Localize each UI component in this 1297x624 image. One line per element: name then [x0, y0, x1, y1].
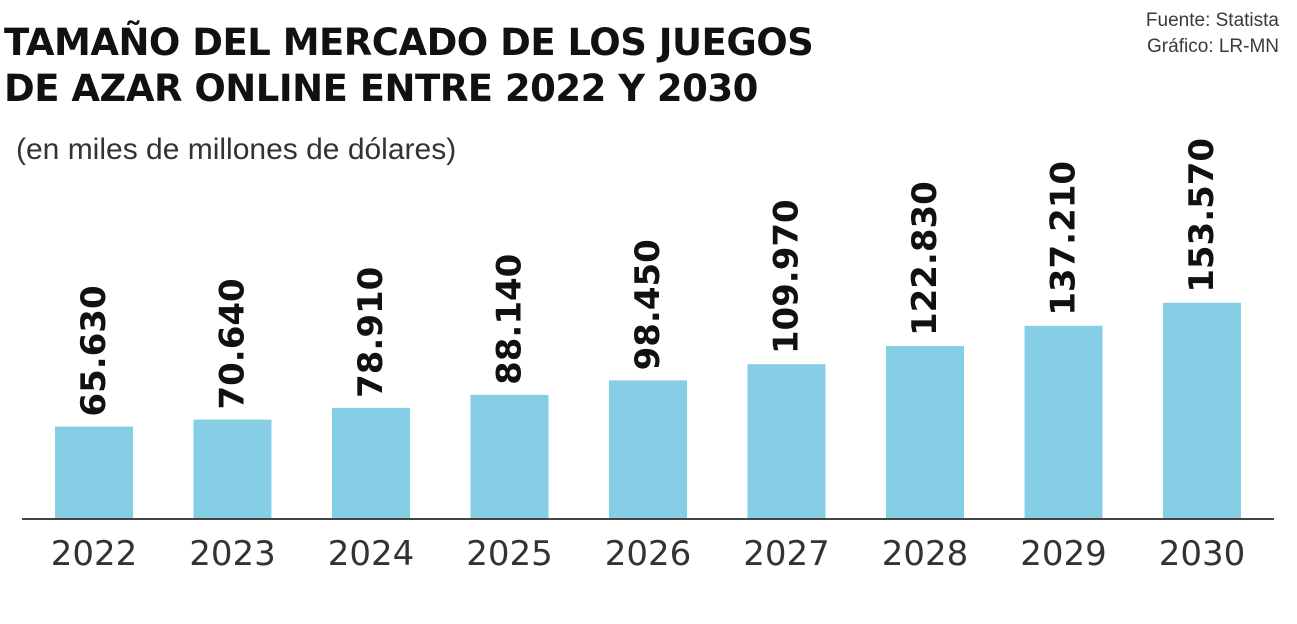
credit-label: Gráfico: LR-MN — [1147, 36, 1279, 57]
value-label-2029: 137.210 — [1044, 161, 1084, 316]
bar-2025 — [470, 394, 549, 519]
x-tick-labels-group: 2022 2023 2024 2025 2026 2027 2028 2029 2030 — [51, 534, 1246, 574]
x-tick-label-2023: 2023 — [189, 534, 276, 574]
value-label-2024: 78.910 — [351, 267, 391, 398]
bar-2023 — [193, 419, 272, 519]
value-label-2027: 109.970 — [767, 199, 807, 354]
value-label-2022: 65.630 — [74, 285, 114, 416]
bar-2024 — [332, 407, 410, 519]
bar-2022 — [55, 426, 133, 519]
bar-2028 — [886, 346, 964, 519]
value-label-2028: 122.830 — [905, 181, 945, 336]
x-tick-label-2029: 2029 — [1020, 534, 1107, 574]
value-label-2023: 70.640 — [213, 278, 253, 409]
chart-subtitle: (en miles de millones de dólares) — [16, 133, 457, 166]
bars-group — [55, 302, 1241, 519]
x-tick-label-2025: 2025 — [466, 534, 553, 574]
chart-title: TAMAÑO DEL MERCADO DE LOS JUEGOS DE AZAR… — [4, 20, 814, 112]
bar-2027 — [747, 364, 826, 519]
source-label: Fuente: Statista — [1145, 10, 1279, 31]
bar-2030 — [1163, 302, 1241, 519]
chart-title-line-2: DE AZAR ONLINE ENTRE 2022 Y 2030 — [4, 67, 758, 110]
value-label-2030: 153.570 — [1182, 138, 1222, 293]
x-tick-label-2026: 2026 — [605, 534, 692, 574]
x-tick-label-2022: 2022 — [51, 534, 138, 574]
value-labels-group: 65.630 70.640 78.910 88.140 98.450 109.970 122… — [74, 138, 1222, 417]
value-label-2025: 88.140 — [490, 254, 530, 385]
x-tick-label-2024: 2024 — [328, 534, 415, 574]
source-credits: Fuente: Statista Gráfico: LR-MN — [1146, 8, 1279, 60]
x-tick-label-2028: 2028 — [882, 534, 969, 574]
x-tick-label-2027: 2027 — [743, 534, 830, 574]
bar-2029 — [1024, 325, 1103, 519]
x-tick-label-2030: 2030 — [1159, 534, 1246, 574]
value-label-2026: 98.450 — [628, 239, 668, 370]
chart-title-line-1: TAMAÑO DEL MERCADO DE LOS JUEGOS — [4, 21, 814, 64]
bar-2026 — [609, 380, 687, 519]
